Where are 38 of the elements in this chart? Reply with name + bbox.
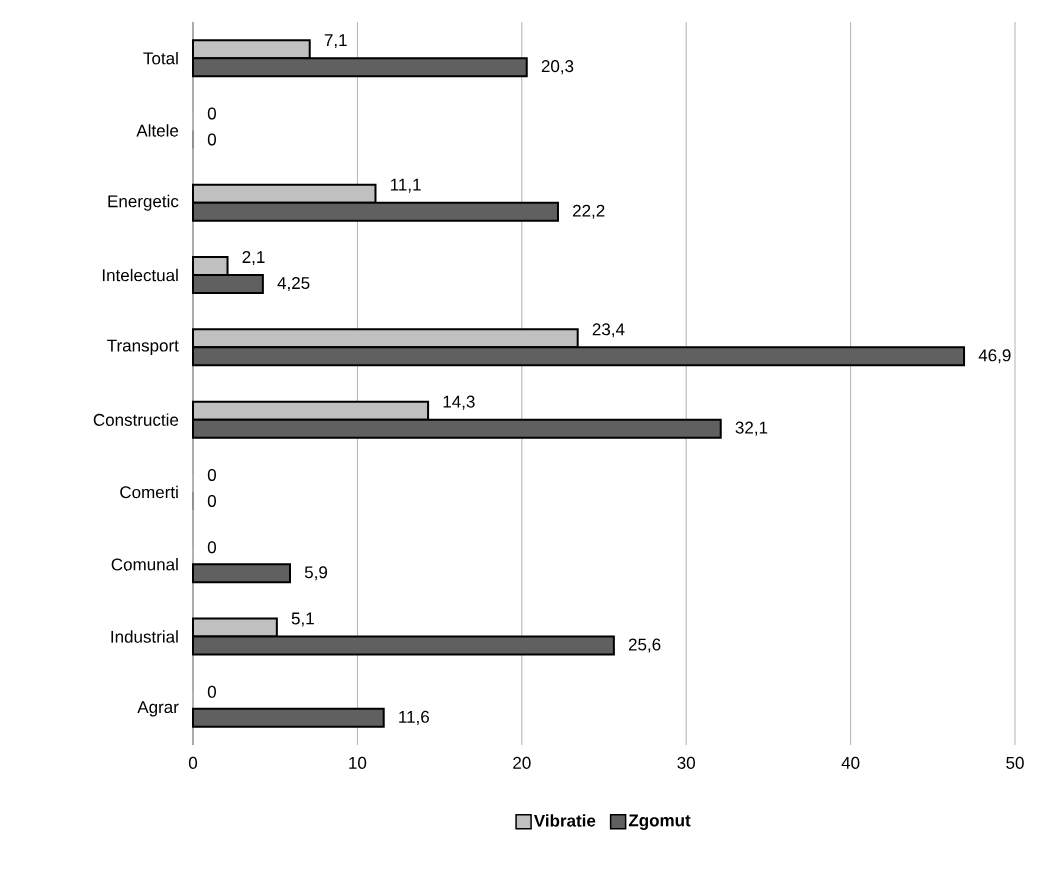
data-label: 25,6 xyxy=(628,638,661,653)
data-label: 0 xyxy=(207,685,216,698)
data-label: 23,4 xyxy=(592,323,625,338)
y-tick-label: Total xyxy=(143,51,178,65)
data-label: 0 xyxy=(207,494,216,507)
data-label: 0 xyxy=(207,107,216,120)
data-label: 4,25 xyxy=(277,277,310,292)
data-label: 14,3 xyxy=(443,395,475,410)
data-label: 0 xyxy=(207,468,216,481)
x-tick-label: 50 xyxy=(1006,756,1024,769)
data-label: 5,9 xyxy=(304,566,328,581)
data-label: 22,2 xyxy=(573,204,605,219)
y-tick-label: Altele xyxy=(136,124,179,137)
y-tick-label: Agrar xyxy=(137,701,179,717)
x-tick-label: 0 xyxy=(188,756,198,769)
x-tick-label: 40 xyxy=(841,756,860,769)
data-label: 5,1 xyxy=(291,612,314,627)
y-tick-label: Transport xyxy=(107,339,179,355)
y-tick-label: Comerti xyxy=(120,485,178,499)
x-tick-label: 20 xyxy=(513,756,531,769)
y-tick-label: Industrial xyxy=(111,630,178,643)
data-label: 20,3 xyxy=(541,60,574,75)
data-label: 11,1 xyxy=(390,178,421,193)
y-tick-label: Intelectual xyxy=(102,268,178,282)
y-tick-label: Comunal xyxy=(111,558,178,571)
data-label: 11,6 xyxy=(399,710,429,725)
data-label: 46,9 xyxy=(978,349,1011,364)
data-label: 0 xyxy=(207,541,216,554)
data-label: 7,1 xyxy=(324,34,347,49)
legend-label: Zgomut xyxy=(628,814,691,830)
x-tick-label: 30 xyxy=(677,756,695,769)
legend-label: Vibratie xyxy=(533,814,596,827)
y-tick-label: Energetic xyxy=(108,194,179,211)
data-label: 2,1 xyxy=(242,251,265,266)
data-label: 32,1 xyxy=(735,421,768,436)
x-tick-label: 10 xyxy=(349,756,367,769)
y-tick-label: Constructie xyxy=(93,413,179,426)
data-label: 0 xyxy=(207,133,216,146)
